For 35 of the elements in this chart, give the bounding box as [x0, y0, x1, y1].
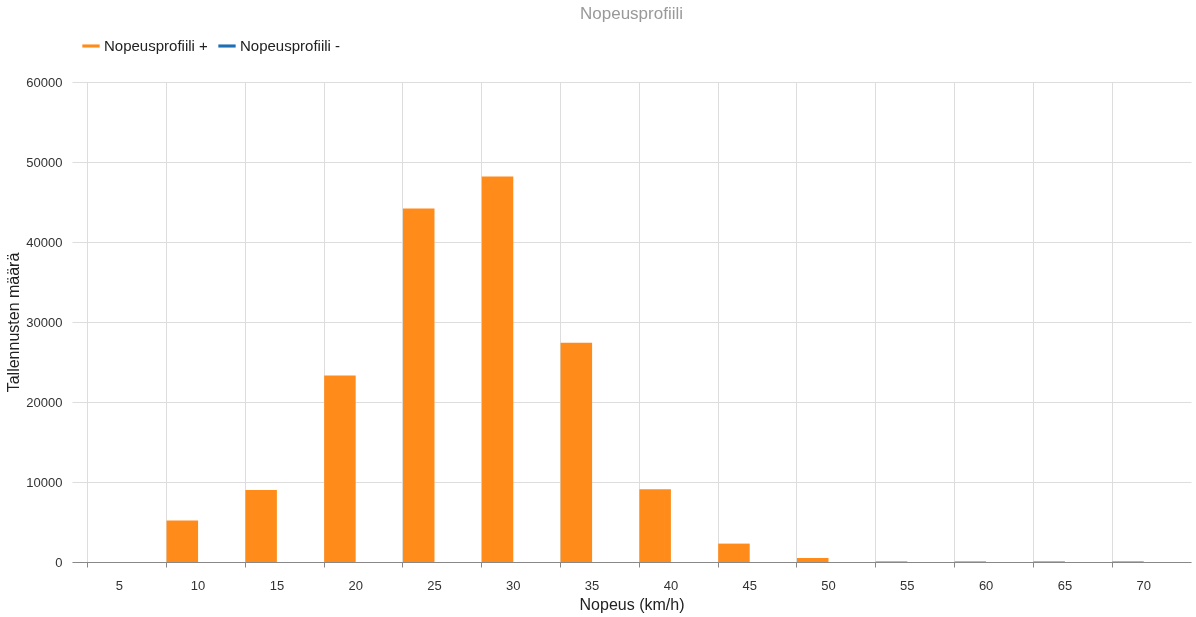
x-tick-label: 60: [978, 577, 994, 593]
y-axis-title: Tallennusten määrä: [5, 252, 23, 393]
x-tick-label: 5: [115, 577, 123, 593]
x-tick-label: 50: [821, 577, 836, 593]
x-tick-label: 10: [190, 577, 206, 593]
x-tick-label: 20: [348, 577, 363, 593]
x-tick-label: 65: [1057, 577, 1073, 593]
x-tick-label: 70: [1136, 577, 1151, 593]
y-tick-label: 10000: [26, 474, 63, 490]
bar: [560, 342, 593, 562]
bar: [718, 543, 750, 562]
y-tick-label: 0: [55, 554, 63, 570]
y-tick-label: 20000: [26, 394, 63, 410]
y-tick-label: 30000: [26, 314, 63, 330]
bar: [796, 558, 829, 562]
chart-title: Nopeusprofiili: [580, 4, 683, 23]
y-tick-label: 60000: [26, 74, 63, 90]
bar: [639, 489, 671, 562]
x-axis-title: Nopeus (km/h): [579, 595, 685, 613]
x-tick-label: 15: [269, 577, 285, 593]
y-tick-label: 50000: [26, 154, 63, 170]
x-tick-label: 45: [742, 577, 757, 593]
x-tick-label: 30: [506, 577, 521, 593]
legend-label: Nopeusprofiili +: [104, 37, 209, 54]
bar: [166, 520, 199, 562]
bar: [245, 490, 277, 562]
x-tick-label: 35: [584, 577, 600, 593]
bar: [324, 375, 356, 562]
bar: [402, 208, 435, 562]
legend-label: Nopeusprofiili -: [240, 37, 341, 54]
bar: [481, 176, 514, 562]
x-tick-label: 25: [427, 577, 442, 593]
x-tick-label: 40: [663, 577, 679, 593]
x-tick-label: 55: [900, 577, 915, 593]
y-tick-label: 40000: [26, 234, 63, 250]
